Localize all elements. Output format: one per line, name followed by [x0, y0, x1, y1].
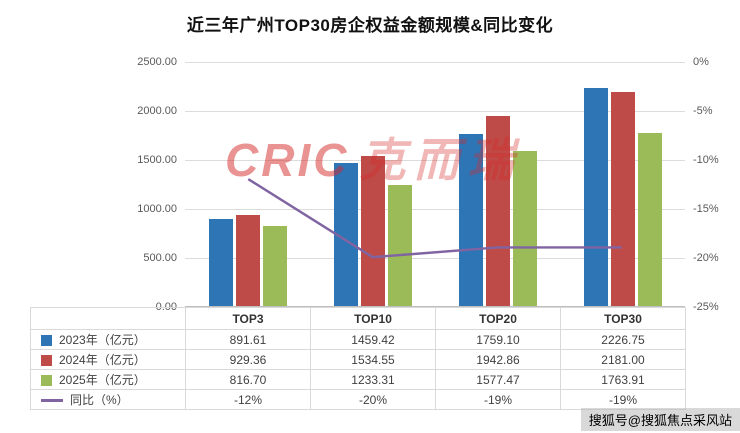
bar-2023-top30: [583, 87, 608, 306]
right-axis-tick: -15%: [693, 203, 719, 215]
gridline: [185, 62, 685, 63]
value-cell: 1942.86: [435, 349, 561, 370]
bar-2025-top3: [262, 225, 287, 306]
right-axis-tick: -5%: [693, 105, 713, 117]
category-label-top20: TOP20: [435, 307, 561, 330]
legend-cell-2023: 2023年（亿元）: [30, 329, 186, 350]
value-cell: -19%: [560, 389, 686, 410]
category-label-top3: TOP3: [185, 307, 311, 330]
bar-2024-top30: [610, 92, 635, 306]
value-cell: 1233.31: [310, 369, 436, 390]
legend-label-yoy: 同比（%）: [70, 393, 129, 407]
left-axis-tick: 1500.00: [137, 154, 177, 166]
right-axis-tick: 0%: [693, 56, 709, 68]
legend-label-2024: 2024年（亿元）: [59, 353, 146, 367]
category-label-top10: TOP10: [310, 307, 436, 330]
value-cell: -12%: [185, 389, 311, 410]
table-row-2025: 2025年（亿元） 816.70 1233.31 1577.47 1763.91: [30, 369, 686, 390]
bar-2024-top10: [360, 155, 385, 306]
left-axis-tick: 2000.00: [137, 105, 177, 117]
table-row-2023: 2023年（亿元） 891.61 1459.42 1759.10 2226.75: [30, 329, 686, 350]
legend-line-yoy-icon: [41, 399, 63, 403]
bar-2023-top20: [458, 133, 483, 306]
legend-label-2023: 2023年（亿元）: [59, 333, 146, 347]
legend-cell-2024: 2024年（亿元）: [30, 349, 186, 370]
value-cell: 1534.55: [310, 349, 436, 370]
gridline: [185, 258, 685, 259]
gridline: [185, 111, 685, 112]
bar-2024-top3: [235, 214, 260, 306]
table-header-row: TOP3 TOP10 TOP20 TOP30: [30, 307, 686, 330]
table-row-yoy: 同比（%） -12% -20% -19% -19%: [30, 389, 686, 410]
value-cell: 1763.91: [560, 369, 686, 390]
yoy-line: [247, 178, 622, 259]
category-label-top30: TOP30: [560, 307, 686, 330]
gridline: [185, 209, 685, 210]
value-cell: 891.61: [185, 329, 311, 350]
left-axis-labels: 2500.00 2000.00 1500.00 1000.00 500.00 0.00: [0, 56, 180, 313]
value-cell: 1577.47: [435, 369, 561, 390]
value-cell: 929.36: [185, 349, 311, 370]
bar-2025-top10: [387, 185, 412, 306]
table-corner-cell: [30, 307, 186, 330]
right-axis-tick: -20%: [693, 252, 719, 264]
value-cell: 1759.10: [435, 329, 561, 350]
bar-2025-top30: [637, 133, 662, 306]
legend-swatch-2024-icon: [41, 355, 52, 367]
chart-plot: [185, 62, 685, 307]
value-cell: 2181.00: [560, 349, 686, 370]
legend-cell-yoy: 同比（%）: [30, 389, 186, 410]
data-table: TOP3 TOP10 TOP20 TOP30 2023年（亿元） 891.61 …: [30, 307, 686, 410]
bar-2025-top20: [512, 151, 537, 306]
right-axis-tick: -25%: [693, 301, 719, 313]
value-cell: 816.70: [185, 369, 311, 390]
right-axis-labels: 0% -5% -10% -15% -20% -25%: [693, 56, 739, 313]
value-cell: -20%: [310, 389, 436, 410]
gridline: [185, 160, 685, 161]
value-cell: 1459.42: [310, 329, 436, 350]
left-axis-tick: 2500.00: [137, 56, 177, 68]
table-row-2024: 2024年（亿元） 929.36 1534.55 1942.86 2181.00: [30, 349, 686, 370]
legend-swatch-2023-icon: [41, 335, 52, 347]
value-cell: -19%: [435, 389, 561, 410]
bar-2024-top20: [485, 115, 510, 306]
yoy-line-layer: [247, 178, 622, 259]
legend-label-2025: 2025年（亿元）: [59, 373, 146, 387]
sohu-watermark: 搜狐号@搜狐焦点采风站: [580, 408, 740, 431]
chart-title: 近三年广州TOP30房企权益金额规模&同比变化: [186, 16, 554, 35]
legend-cell-2025: 2025年（亿元）: [30, 369, 186, 390]
legend-swatch-2025-icon: [41, 375, 52, 387]
left-axis-tick: 1000.00: [137, 203, 177, 215]
right-axis-tick: -10%: [693, 154, 719, 166]
bar-2023-top3: [208, 218, 233, 306]
left-axis-tick: 500.00: [143, 252, 177, 264]
value-cell: 2226.75: [560, 329, 686, 350]
